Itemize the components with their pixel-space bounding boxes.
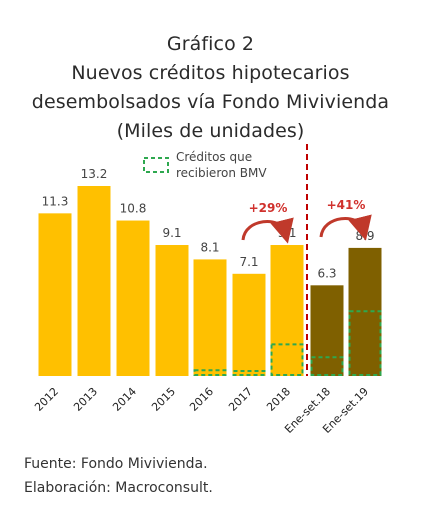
x-tick-label-2016: 2016 bbox=[187, 385, 216, 414]
x-tick-label-2012: 2012 bbox=[32, 385, 61, 414]
value-label-2017: 7.1 bbox=[239, 255, 258, 269]
bmv-bar-2016 bbox=[193, 369, 227, 377]
x-tick-label-2017: 2017 bbox=[226, 385, 255, 414]
bar-2017 bbox=[232, 273, 266, 376]
bar-2018 bbox=[270, 245, 304, 376]
chart-subtitle-line-2: desembolsados vía Fondo Mivivienda bbox=[31, 91, 390, 113]
x-tick-label-2014: 2014 bbox=[110, 385, 139, 414]
value-label-2016: 8.1 bbox=[200, 240, 219, 254]
chart-subtitle-line-1: Nuevos créditos hipotecarios bbox=[71, 62, 350, 84]
footer-elaboration: Elaboración: Macroconsult. bbox=[24, 480, 213, 496]
bmv-bar-2018 bbox=[270, 343, 304, 377]
value-label-2012: 11.3 bbox=[42, 194, 69, 208]
bar-2012 bbox=[38, 213, 72, 376]
growth-arrow-2 bbox=[319, 214, 372, 241]
bmv-bar-Ene-set.19 bbox=[348, 310, 382, 376]
x-tick-label-2013: 2013 bbox=[71, 385, 100, 414]
bmv-bar-2017 bbox=[232, 370, 266, 376]
bmv-bar-Ene-set.18 bbox=[310, 356, 344, 376]
footer-source: Fuente: Fondo Mivivienda. bbox=[24, 456, 208, 472]
x-tick-label-2018: 2018 bbox=[264, 385, 293, 414]
value-label-2015: 9.1 bbox=[162, 226, 181, 240]
value-label-Ene-set.19: 8.9 bbox=[355, 229, 374, 243]
growth-arrow-1 bbox=[241, 217, 294, 244]
value-label-2018: 9.1 bbox=[277, 226, 296, 240]
chart-legend: Créditos que recibieron BMV bbox=[143, 150, 267, 180]
growth-annotation-2: +41% bbox=[327, 198, 366, 212]
legend-label-line-2: recibieron BMV bbox=[176, 166, 267, 180]
legend-label-line-1: Créditos que bbox=[176, 150, 252, 164]
value-label-2014: 10.8 bbox=[120, 202, 147, 216]
chart-title: Gráfico 2 bbox=[166, 33, 255, 55]
bar-Ene-set.18 bbox=[310, 285, 344, 376]
value-label-Ene-set.18: 6.3 bbox=[317, 266, 336, 280]
bar-2014 bbox=[116, 220, 150, 376]
bar-2013 bbox=[77, 186, 111, 376]
chart-subtitle-line-3: (Miles de unidades) bbox=[116, 120, 305, 142]
bar-2016 bbox=[193, 259, 227, 376]
value-label-2013: 13.2 bbox=[81, 167, 108, 181]
bar-2015 bbox=[155, 245, 189, 376]
x-tick-label-2015: 2015 bbox=[149, 385, 178, 414]
growth-annotation-1: +29% bbox=[249, 201, 288, 215]
legend-swatch-bmv bbox=[143, 157, 169, 173]
